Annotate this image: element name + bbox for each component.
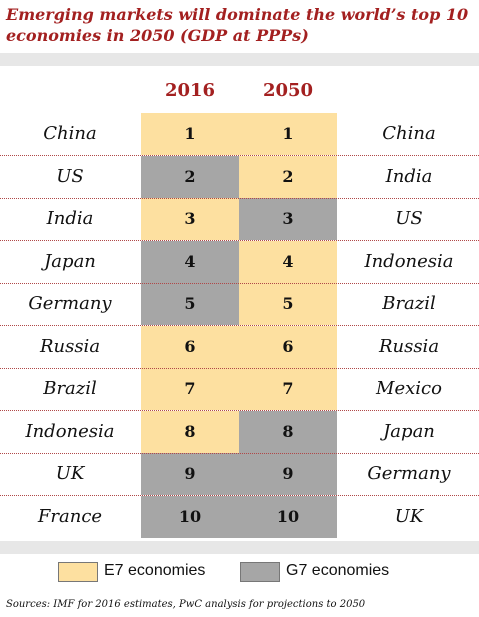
rank-2050: 6 — [282, 336, 294, 356]
row-separator — [0, 240, 479, 241]
legend-swatch-e7 — [58, 562, 98, 582]
top-band — [0, 53, 479, 66]
column-header-2016: 2016 — [164, 80, 216, 101]
cell-2016 — [141, 453, 239, 495]
cell-2016 — [141, 410, 239, 453]
country-2050: Germany — [367, 463, 451, 484]
country-2050: Brazil — [382, 293, 436, 314]
cell-2016 — [141, 325, 239, 368]
legend-label-e7: E7 economies — [104, 562, 206, 579]
row-separator — [0, 452, 479, 454]
rank-2016: 10 — [178, 506, 202, 526]
rank-2016: 6 — [184, 336, 196, 356]
cell-2016 — [141, 495, 239, 538]
country-2016: Japan — [44, 250, 96, 272]
country-2050: UK — [394, 505, 424, 527]
country-2050: Russia — [378, 335, 440, 357]
country-2050: Indonesia — [364, 250, 454, 272]
rank-2016: 4 — [184, 251, 196, 271]
row-separator — [0, 325, 479, 326]
rank-2050: 5 — [282, 294, 294, 313]
chart-title: Emerging markets will dominate the world… — [6, 5, 469, 45]
country-2016: India — [46, 208, 94, 229]
rank-2016: 1 — [184, 124, 196, 143]
row-separator — [0, 410, 479, 411]
cell-2050 — [239, 368, 337, 410]
country-2050: Japan — [383, 420, 435, 442]
row-separator — [0, 367, 479, 369]
country-2050: China — [382, 123, 436, 144]
cell-2016 — [141, 155, 239, 198]
rank-2050: 10 — [276, 506, 300, 526]
rank-2050: 7 — [282, 379, 294, 398]
cell-2016 — [141, 283, 239, 325]
country-2016: Germany — [28, 293, 112, 314]
rank-2050: 8 — [282, 421, 294, 441]
country-2016: Indonesia — [25, 420, 115, 442]
cell-2016 — [141, 198, 239, 240]
cell-2050 — [239, 495, 337, 538]
country-2050: India — [385, 165, 433, 187]
cell-2050 — [239, 410, 337, 453]
country-2016: UK — [55, 463, 85, 484]
row-separator — [0, 197, 479, 199]
legend-swatch-g7 — [240, 562, 280, 582]
rank-2016: 8 — [184, 421, 196, 441]
country-2050: Mexico — [376, 378, 442, 399]
rank-2016: 7 — [184, 379, 196, 398]
cell-2050 — [239, 198, 337, 240]
cell-2050 — [239, 453, 337, 495]
country-2016: Brazil — [43, 378, 97, 399]
rank-2050: 3 — [282, 209, 294, 228]
country-2016: Russia — [39, 335, 101, 357]
legend-label-g7: G7 economies — [286, 562, 390, 579]
column-header-2050: 2050 — [262, 80, 314, 101]
cell-2050 — [239, 113, 337, 155]
rank-2016: 5 — [184, 294, 196, 313]
cell-2050 — [239, 283, 337, 325]
cell-2016 — [141, 240, 239, 283]
cell-2016 — [141, 368, 239, 410]
source-note: Sources: IMF for 2016 estimates, PwC ana… — [6, 599, 366, 610]
rank-2016: 3 — [184, 209, 196, 228]
rank-2016: 9 — [184, 464, 196, 483]
rank-2050: 4 — [282, 251, 294, 271]
cell-2016 — [141, 113, 239, 155]
row-separator — [0, 282, 479, 284]
cell-2050 — [239, 240, 337, 283]
country-2016: US — [56, 165, 84, 187]
rank-2050: 9 — [282, 464, 294, 483]
country-2016: France — [37, 505, 103, 527]
rank-2016: 2 — [184, 166, 196, 186]
cell-2050 — [239, 155, 337, 198]
row-separator — [0, 495, 479, 496]
bottom-band — [0, 541, 479, 554]
country-2050: US — [395, 208, 423, 229]
rank-2050: 1 — [282, 124, 294, 143]
cell-2050 — [239, 325, 337, 368]
rank-2050: 2 — [282, 166, 294, 186]
row-separator — [0, 155, 479, 156]
country-2016: China — [43, 123, 97, 144]
